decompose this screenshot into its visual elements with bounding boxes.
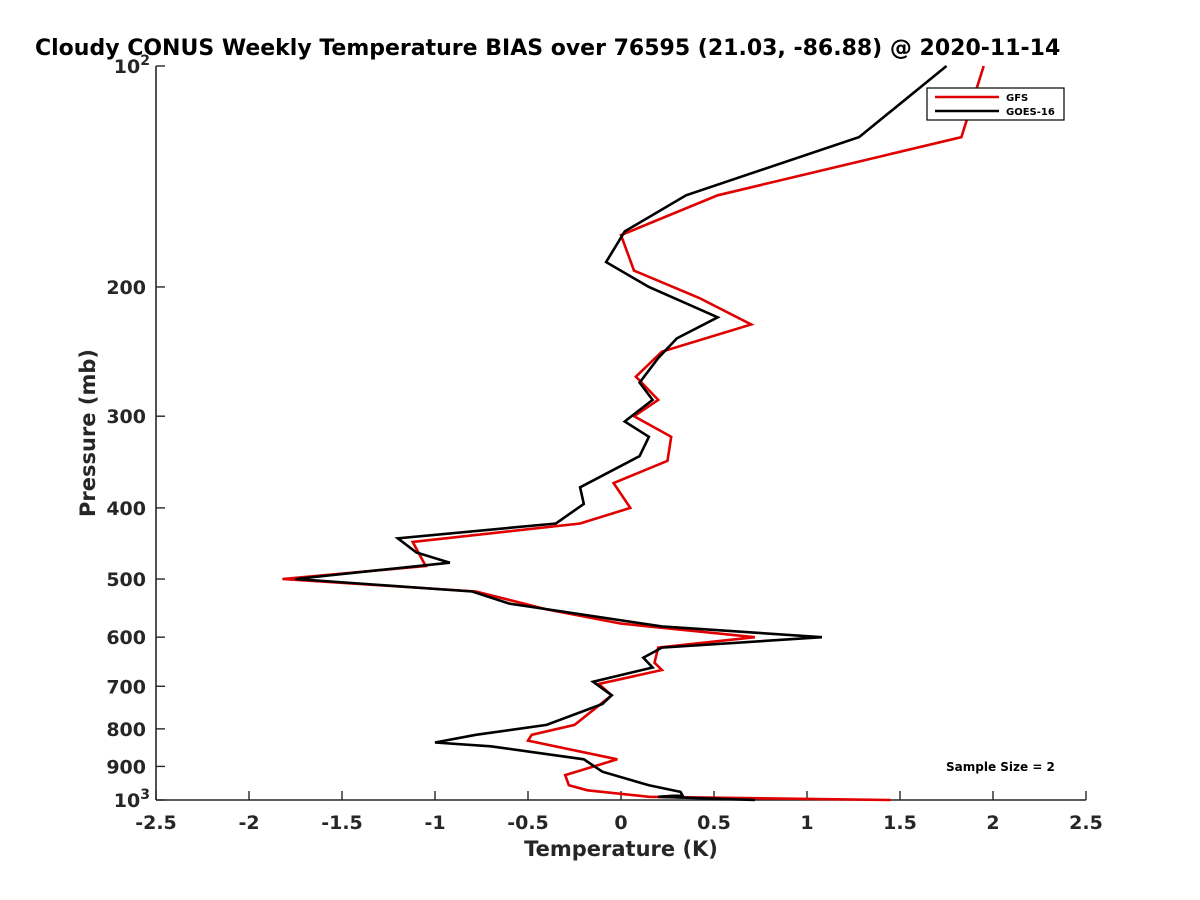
y-axis-label: Pressure (mb) — [76, 349, 100, 517]
x-tick-label: 0.5 — [697, 812, 731, 834]
y-tick-label: 900 — [106, 756, 146, 778]
y-tick-label: 400 — [106, 498, 146, 520]
x-tick-label: -2.5 — [135, 812, 177, 834]
x-tick-label: 2 — [986, 812, 999, 834]
y-tick-label: 200 — [106, 277, 146, 299]
series-lines — [282, 64, 985, 802]
x-tick-label: 0 — [614, 812, 627, 834]
y-tick-label: 600 — [106, 627, 146, 649]
y-tick-label: 800 — [106, 719, 146, 741]
x-tick-label: -2 — [238, 812, 259, 834]
y-tick-label: 102 — [114, 53, 150, 78]
x-tick-label: -1.5 — [321, 812, 363, 834]
legend: GFS GOES-16 — [926, 87, 1065, 121]
series-line-gfs — [282, 65, 985, 802]
x-tick-label: -0.5 — [507, 812, 549, 834]
sample-size-annotation: Sample Size = 2 — [946, 760, 1055, 774]
legend-label: GFS — [1006, 93, 1028, 104]
x-tick-label: 1 — [800, 812, 813, 834]
series-line-goes-16 — [295, 64, 948, 802]
legend-items: GFS GOES-16 — [935, 93, 1055, 118]
legend-box — [926, 87, 1065, 121]
legend-label: GOES-16 — [1006, 107, 1055, 118]
y-tick-label: 500 — [106, 569, 146, 591]
chart-title: Cloudy CONUS Weekly Temperature BIAS ove… — [35, 36, 1060, 61]
plot-area: -2.5 -2 -1.5 -1 -0.5 0 0.5 1 1.5 2 2.5 102 200 300 40… — [106, 53, 1103, 834]
x-axis-label: Temperature (K) — [524, 837, 718, 861]
x-tick-label: 2.5 — [1069, 812, 1103, 834]
y-axis-ticks: 102 200 300 400 500 600 700 800 900 103 — [106, 53, 165, 812]
y-tick-label: 300 — [106, 406, 146, 428]
y-tick-label: 103 — [114, 787, 150, 812]
y-tick-label: 700 — [106, 676, 146, 698]
x-tick-label: 1.5 — [883, 812, 917, 834]
x-tick-label: -1 — [424, 812, 445, 834]
x-axis-ticks: -2.5 -2 -1.5 -1 -0.5 0 0.5 1 1.5 2 2.5 — [135, 791, 1103, 834]
